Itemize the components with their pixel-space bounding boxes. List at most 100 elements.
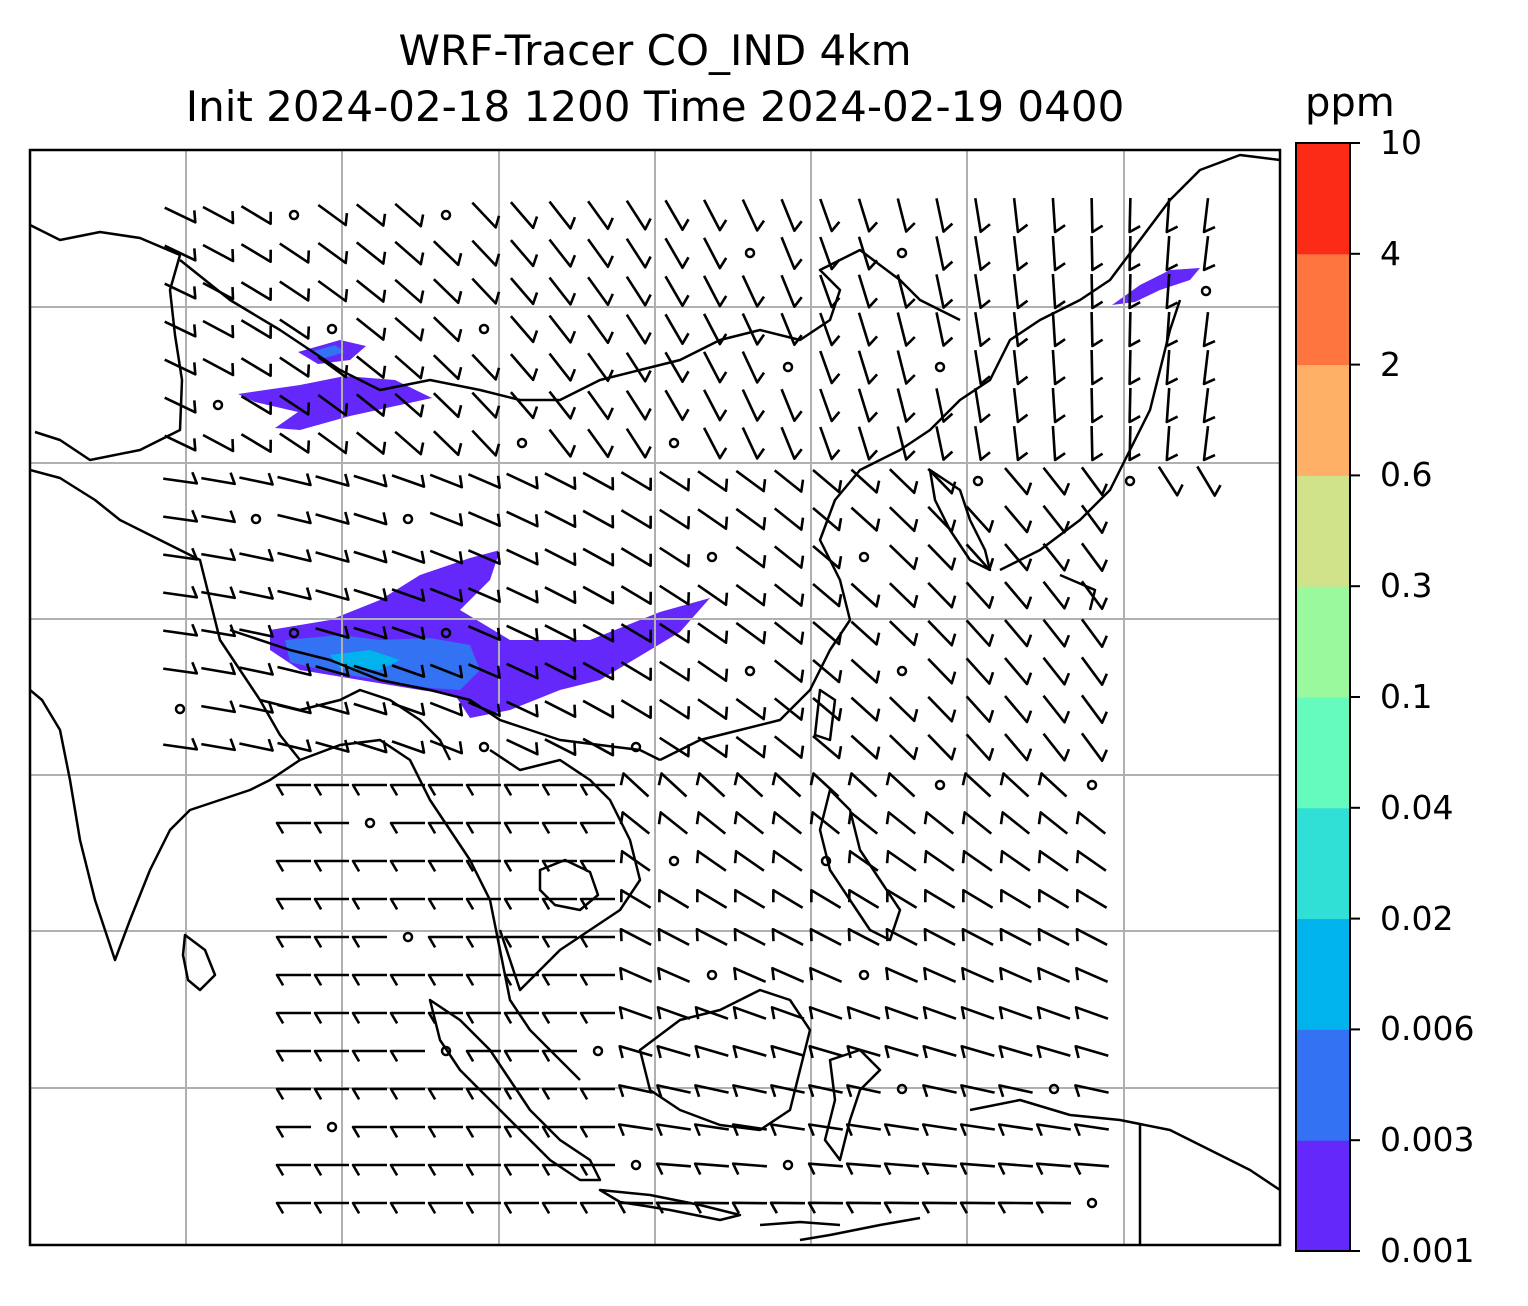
map-title-line2: Init 2024-02-18 1200 Time 2024-02-19 040…	[185, 82, 1125, 131]
wind-barb	[1202, 235, 1216, 272]
wind-barb	[741, 351, 766, 384]
wind-barb	[351, 1163, 387, 1177]
wind-barb	[353, 664, 388, 678]
wind-barb	[391, 664, 426, 678]
wind-barb	[1202, 311, 1216, 348]
wind-barb	[927, 467, 957, 495]
wind-barb	[845, 1201, 882, 1214]
wind-barb	[275, 1011, 311, 1025]
wind-barb	[239, 624, 274, 638]
wind-barb	[503, 783, 539, 797]
wind-barb	[275, 1049, 311, 1063]
wind-barb	[503, 1087, 539, 1101]
wind-barb	[997, 1162, 1033, 1176]
wind-barb	[548, 390, 577, 420]
wind-barb	[697, 698, 729, 720]
wind-barb	[544, 510, 577, 528]
wind-barb	[506, 586, 539, 604]
wind-barb	[731, 1123, 767, 1137]
wind-barb	[771, 850, 803, 872]
wind-barb	[1080, 694, 1108, 724]
wind-barb	[202, 357, 235, 377]
wind-barb	[201, 510, 236, 524]
wind-barb	[619, 811, 651, 835]
wind-barb	[240, 281, 272, 301]
wind-barb	[541, 1163, 577, 1177]
wind-barb	[277, 549, 312, 563]
wind-barb	[391, 626, 426, 640]
wind-barb	[731, 1201, 768, 1214]
wind-barb	[465, 1163, 501, 1177]
wind-barb	[664, 389, 690, 421]
wind-barb	[1165, 197, 1179, 234]
wind-barb	[1090, 349, 1104, 386]
wind-barb	[389, 1201, 425, 1215]
wind-barb	[1074, 1006, 1109, 1020]
wind-barb	[770, 1006, 805, 1020]
wind-barb	[587, 428, 614, 459]
wind-barb	[201, 662, 236, 676]
wind-barb	[697, 660, 729, 682]
wind-barb	[998, 1006, 1033, 1020]
calm-wind-marker	[174, 703, 186, 715]
wind-barb	[960, 1045, 995, 1059]
wind-barb	[885, 811, 917, 835]
wind-barb	[391, 740, 426, 754]
wind-barb	[429, 511, 464, 527]
wind-barb	[351, 859, 387, 873]
wind-barb	[427, 1201, 463, 1215]
wind-barb	[239, 586, 274, 600]
calm-wind-marker	[1200, 285, 1212, 297]
wind-barb	[471, 201, 501, 229]
wind-barb	[389, 821, 425, 835]
colorbar-tick-label: 0.003	[1380, 1120, 1475, 1160]
wind-barb	[771, 811, 803, 835]
wind-barb	[317, 355, 349, 379]
wind-barb	[240, 243, 272, 263]
wind-barb	[1202, 349, 1216, 386]
wind-barb	[974, 235, 991, 272]
wind-barb	[353, 626, 388, 640]
wind-barb	[389, 897, 425, 911]
wind-barb	[960, 1084, 995, 1098]
wind-barb	[544, 586, 577, 604]
wind-barb	[315, 549, 350, 563]
coast-gulf-thailand	[538, 858, 600, 912]
wind-barb	[394, 202, 425, 228]
wind-barb	[1202, 387, 1216, 424]
wind-barb	[886, 888, 918, 909]
wind-barb	[1128, 425, 1141, 462]
wind-barb	[394, 240, 425, 266]
wind-barb	[1004, 505, 1033, 534]
wind-barb	[735, 507, 767, 531]
wind-barb	[999, 811, 1031, 835]
wind-barb	[239, 700, 274, 714]
wind-barb	[962, 888, 994, 909]
wind-barb	[935, 388, 954, 423]
wind-barb	[351, 1201, 387, 1215]
calm-wind-marker	[288, 627, 300, 639]
wind-barb	[275, 897, 311, 911]
wind-barb	[960, 1006, 995, 1020]
wind-barb	[664, 313, 690, 345]
wind-barb	[355, 393, 387, 417]
wind-barb	[506, 624, 539, 642]
colorbar-tick-label: 0.006	[1380, 1009, 1475, 1049]
wind-barbs	[163, 197, 1222, 1215]
wind-barb	[850, 696, 881, 722]
wind-barb	[695, 772, 726, 798]
wind-barb	[544, 472, 577, 490]
wind-barb	[506, 662, 539, 680]
wind-barb	[579, 973, 615, 987]
wind-barb	[927, 695, 957, 723]
wind-barb	[959, 1162, 995, 1176]
coast-newguinea	[969, 1098, 1280, 1245]
wind-barb	[471, 353, 501, 381]
wind-barb	[1004, 695, 1033, 724]
wind-barb	[1090, 197, 1104, 234]
wind-barb	[548, 276, 577, 306]
wind-barb	[927, 505, 957, 533]
wind-barb	[201, 738, 236, 752]
wind-barb	[618, 1084, 653, 1098]
wind-barb	[780, 312, 803, 346]
